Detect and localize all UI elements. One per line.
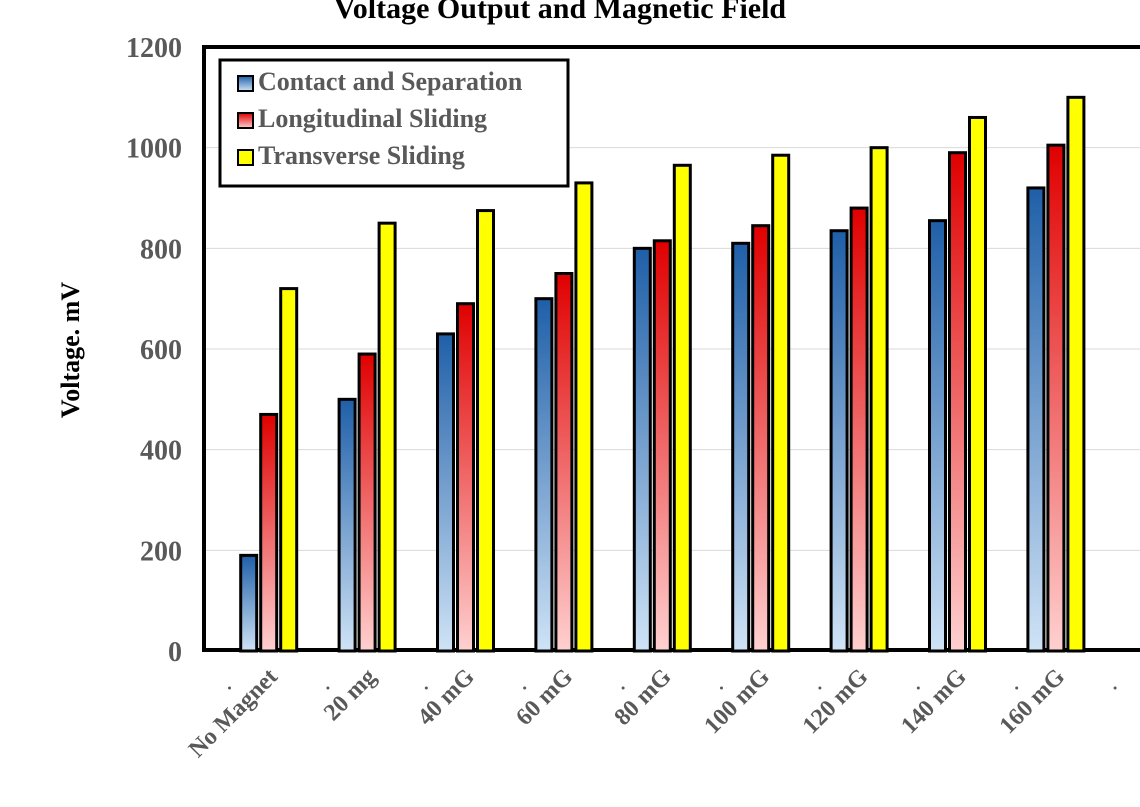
y-tick-label: 1200 <box>126 33 182 64</box>
legend-swatch <box>237 149 254 166</box>
bar <box>731 241 751 653</box>
x-tick-mark <box>1113 686 1117 690</box>
x-tick-label: 120 mG <box>798 664 874 740</box>
x-tick-label: 20 mg <box>319 664 381 726</box>
bar <box>928 219 947 653</box>
y-tick-label: 200 <box>140 536 182 567</box>
x-tick-label: 40 mG <box>413 664 480 731</box>
x-tick-label: 100 mG <box>700 664 776 740</box>
x-tick-mark <box>818 686 822 690</box>
x-tick-mark <box>916 686 920 690</box>
bar <box>968 115 987 653</box>
legend-items: Contact and Separation Longitudinal Slidi… <box>237 67 523 170</box>
bar <box>456 302 475 653</box>
bar <box>574 181 594 653</box>
x-tick-label: 60 mG <box>511 664 578 731</box>
legend-label: Longitudinal Sliding <box>258 104 487 133</box>
legend-swatch <box>237 112 254 129</box>
x-tick-label: 160 mG <box>995 664 1071 740</box>
x-axis-ticks: No Magnet 20 mg 40 mG 60 mG 80 mG 100 mG 120 m… <box>184 664 1117 763</box>
bar <box>476 209 495 653</box>
bar <box>1066 95 1086 653</box>
x-tick-mark <box>1015 686 1019 690</box>
bar <box>751 224 771 653</box>
y-tick-label: 400 <box>140 436 182 467</box>
y-tick-label: 800 <box>140 234 182 265</box>
bar <box>652 239 672 653</box>
bar <box>436 332 455 653</box>
bar <box>849 206 869 653</box>
bars <box>239 95 1086 653</box>
bar <box>337 397 357 653</box>
y-tick-label: 0 <box>168 637 182 668</box>
bar <box>948 151 967 653</box>
x-tick-mark <box>523 686 527 690</box>
y-axis-ticks: 0 200 400 600 800 1000 1200 <box>126 33 182 668</box>
bar <box>1026 186 1046 653</box>
chart-title: Voltage Output and Magnetic Field <box>334 0 787 25</box>
legend: Contact and Separation Longitudinal Slidi… <box>218 58 570 188</box>
bar <box>377 221 397 653</box>
x-tick-mark <box>720 686 723 690</box>
legend-swatch <box>237 75 254 92</box>
x-tick-label: 140 mG <box>896 664 972 740</box>
x-tick-mark <box>424 686 428 690</box>
legend-label: Contact and Separation <box>258 67 523 96</box>
bar <box>1046 143 1066 653</box>
bar <box>829 229 849 653</box>
bar <box>357 352 377 653</box>
x-tick-mark <box>326 686 330 690</box>
bar <box>239 553 259 653</box>
bar <box>534 297 554 653</box>
bar <box>869 146 889 653</box>
bar <box>259 412 279 653</box>
y-tick-label: 600 <box>140 335 182 366</box>
y-tick-label: 1000 <box>126 134 182 165</box>
x-tick-mark <box>621 686 625 690</box>
bar <box>279 287 299 653</box>
bar <box>554 272 574 653</box>
y-axis-title: Voltage. mV <box>56 282 85 418</box>
bar <box>672 163 692 653</box>
x-tick-label: No Magnet <box>184 664 283 763</box>
legend-box <box>218 58 570 188</box>
bar <box>771 153 791 653</box>
bar <box>632 246 652 653</box>
x-tick-label: 80 mG <box>610 664 677 731</box>
x-tick-mark <box>228 686 231 690</box>
legend-label: Transverse Sliding <box>258 141 465 170</box>
